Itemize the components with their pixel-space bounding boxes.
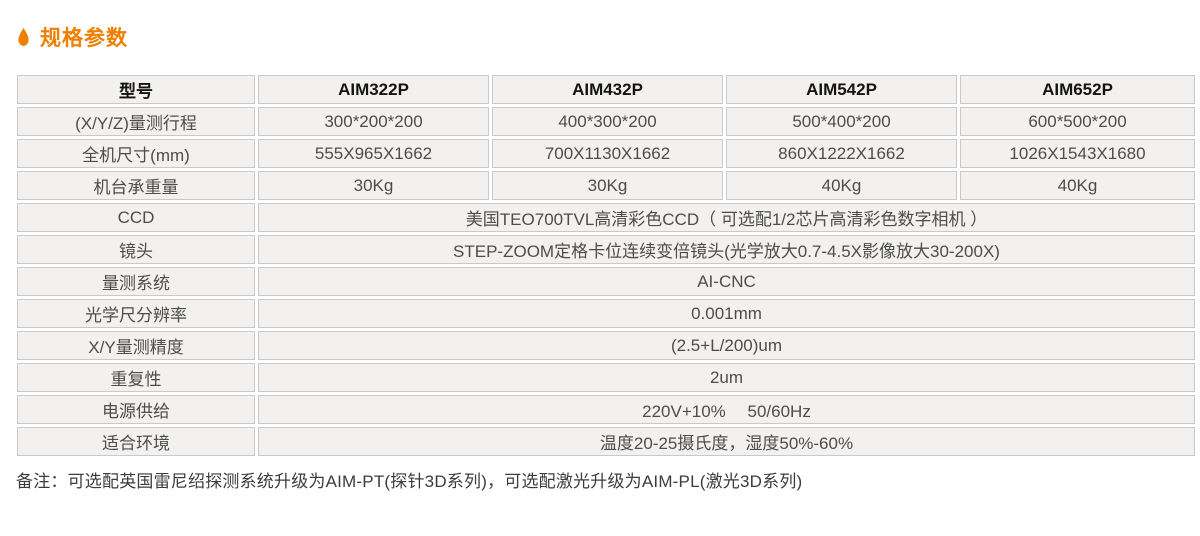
row-label: 机台承重量 xyxy=(17,171,255,200)
row-label: 镜头 xyxy=(17,235,255,264)
table-row: 量测系统 AI-CNC xyxy=(17,267,1195,296)
model-header: AIM322P xyxy=(258,75,489,104)
table-row: (X/Y/Z)量测行程 300*200*200 400*300*200 500*… xyxy=(17,107,1195,136)
cell-span-value: 温度20-25摄氏度，湿度50%-60% xyxy=(258,427,1195,456)
header-label: 型号 xyxy=(17,75,255,104)
table-row: 光学尺分辨率 0.001mm xyxy=(17,299,1195,328)
row-label: X/Y量测精度 xyxy=(17,331,255,360)
cell-value: 500*400*200 xyxy=(726,107,957,136)
spec-table: 型号 AIM322P AIM432P AIM542P AIM652P (X/Y/… xyxy=(14,72,1198,459)
row-label: 光学尺分辨率 xyxy=(17,299,255,328)
cell-value: 860X1222X1662 xyxy=(726,139,957,168)
table-row: 电源供给 220V+10% 50/60Hz xyxy=(17,395,1195,424)
model-header: AIM432P xyxy=(492,75,723,104)
spec-section: 规格参数 型号 AIM322P AIM432P AIM542P AIM652P … xyxy=(14,22,1198,491)
row-label: 全机尺寸(mm) xyxy=(17,139,255,168)
model-header: AIM652P xyxy=(960,75,1195,104)
cell-span-value: 2um xyxy=(258,363,1195,392)
row-label: (X/Y/Z)量测行程 xyxy=(17,107,255,136)
cell-span-value: 0.001mm xyxy=(258,299,1195,328)
table-row: 镜头 STEP-ZOOM定格卡位连续变倍镜头(光学放大0.7-4.5X影像放大3… xyxy=(17,235,1195,264)
table-header-row: 型号 AIM322P AIM432P AIM542P AIM652P xyxy=(17,75,1195,104)
table-row: 适合环境 温度20-25摄氏度，湿度50%-60% xyxy=(17,427,1195,456)
row-label: 电源供给 xyxy=(17,395,255,424)
cell-span-value: STEP-ZOOM定格卡位连续变倍镜头(光学放大0.7-4.5X影像放大30-2… xyxy=(258,235,1195,264)
row-label: 重复性 xyxy=(17,363,255,392)
cell-value: 30Kg xyxy=(258,171,489,200)
cell-value: 555X965X1662 xyxy=(258,139,489,168)
cell-value: 400*300*200 xyxy=(492,107,723,136)
table-row: 重复性 2um xyxy=(17,363,1195,392)
section-title-bar: 规格参数 xyxy=(16,22,1186,52)
cell-value: 30Kg xyxy=(492,171,723,200)
model-header: AIM542P xyxy=(726,75,957,104)
footnote: 备注：可选配英国雷尼绍探测系统升级为AIM-PT(探针3D系列)，可选配激光升级… xyxy=(16,472,803,491)
cell-value: 40Kg xyxy=(960,171,1195,200)
row-label: CCD xyxy=(17,203,255,232)
cell-span-value: 220V+10% 50/60Hz xyxy=(258,395,1195,424)
cell-span-value: (2.5+L/200)um xyxy=(258,331,1195,360)
table-row: X/Y量测精度 (2.5+L/200)um xyxy=(17,331,1195,360)
table-row: CCD 美国TEO700TVL高清彩色CCD（ 可选配1/2芯片高清彩色数字相机… xyxy=(17,203,1195,232)
cell-value: 1026X1543X1680 xyxy=(960,139,1195,168)
row-label: 适合环境 xyxy=(17,427,255,456)
cell-span-value: AI-CNC xyxy=(258,267,1195,296)
cell-span-value: 美国TEO700TVL高清彩色CCD（ 可选配1/2芯片高清彩色数字相机 ） xyxy=(258,203,1195,232)
table-row: 全机尺寸(mm) 555X965X1662 700X1130X1662 860X… xyxy=(17,139,1195,168)
drop-icon xyxy=(18,27,29,46)
cell-value: 40Kg xyxy=(726,171,957,200)
table-row: 机台承重量 30Kg 30Kg 40Kg 40Kg xyxy=(17,171,1195,200)
cell-value: 300*200*200 xyxy=(258,107,489,136)
cell-value: 700X1130X1662 xyxy=(492,139,723,168)
row-label: 量测系统 xyxy=(17,267,255,296)
cell-value: 600*500*200 xyxy=(960,107,1195,136)
page-title: 规格参数 xyxy=(40,27,128,50)
